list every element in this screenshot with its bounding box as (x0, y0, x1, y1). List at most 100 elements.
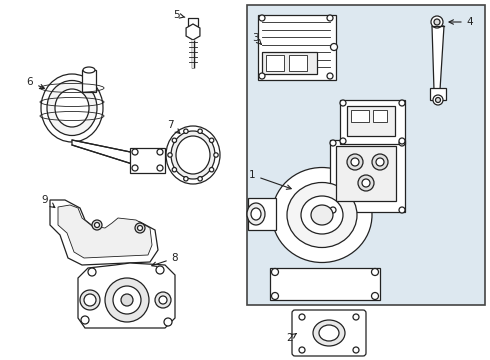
Ellipse shape (166, 126, 220, 184)
Circle shape (259, 73, 265, 79)
Circle shape (433, 95, 443, 105)
Circle shape (399, 207, 405, 213)
Circle shape (371, 292, 378, 300)
Text: 8: 8 (152, 253, 178, 266)
Circle shape (184, 129, 188, 134)
Circle shape (164, 318, 172, 326)
Circle shape (299, 347, 305, 353)
Circle shape (84, 294, 96, 306)
Polygon shape (58, 205, 152, 258)
Circle shape (327, 15, 333, 21)
FancyBboxPatch shape (292, 310, 366, 356)
Text: 1: 1 (249, 170, 291, 189)
Ellipse shape (301, 196, 343, 234)
Bar (373, 110, 387, 122)
Bar (188, 18, 198, 26)
Circle shape (184, 176, 188, 181)
Circle shape (271, 292, 278, 300)
Polygon shape (50, 200, 158, 265)
Bar (347, 106, 395, 136)
Circle shape (431, 16, 443, 28)
Circle shape (214, 153, 218, 157)
Circle shape (340, 100, 346, 106)
Bar (289, 55, 307, 71)
Bar (130, 148, 165, 173)
Bar (266, 55, 284, 71)
Circle shape (351, 158, 359, 166)
Circle shape (399, 140, 405, 146)
Circle shape (347, 154, 363, 170)
Text: 5: 5 (172, 10, 185, 20)
Circle shape (168, 153, 172, 157)
Bar (351, 110, 369, 122)
Circle shape (362, 179, 370, 187)
Ellipse shape (247, 203, 265, 225)
Circle shape (92, 220, 102, 230)
Circle shape (353, 314, 359, 320)
Circle shape (436, 98, 441, 103)
Circle shape (340, 138, 346, 144)
Circle shape (372, 154, 388, 170)
Circle shape (121, 294, 133, 306)
Circle shape (95, 222, 99, 228)
Circle shape (159, 296, 167, 304)
Circle shape (259, 15, 265, 21)
Bar (330, 140, 405, 212)
Ellipse shape (171, 131, 215, 179)
Ellipse shape (313, 320, 345, 346)
Text: 7: 7 (167, 120, 180, 134)
Circle shape (330, 140, 336, 146)
Ellipse shape (319, 325, 339, 341)
Circle shape (327, 73, 333, 79)
Circle shape (80, 290, 100, 310)
Text: 2: 2 (287, 333, 296, 343)
Ellipse shape (41, 74, 103, 142)
Text: 3: 3 (252, 33, 261, 44)
Circle shape (132, 165, 138, 171)
Ellipse shape (287, 183, 357, 248)
Circle shape (330, 207, 336, 213)
Ellipse shape (47, 81, 97, 135)
Circle shape (132, 149, 138, 155)
Polygon shape (186, 24, 200, 40)
Bar (430, 88, 446, 100)
Bar (82, 70, 96, 92)
Circle shape (157, 165, 163, 171)
Circle shape (376, 158, 384, 166)
Circle shape (399, 138, 405, 144)
Ellipse shape (272, 167, 372, 262)
Circle shape (434, 19, 440, 25)
Bar (262, 52, 317, 74)
Text: 6: 6 (26, 77, 44, 89)
Circle shape (399, 100, 405, 106)
Bar (340, 100, 405, 144)
Circle shape (353, 347, 359, 353)
Bar (247, 5, 485, 305)
Polygon shape (72, 140, 145, 168)
Polygon shape (432, 26, 444, 90)
Circle shape (271, 269, 278, 275)
Ellipse shape (176, 136, 210, 174)
Circle shape (155, 292, 171, 308)
Ellipse shape (251, 208, 261, 220)
Bar (258, 15, 336, 80)
Circle shape (113, 286, 141, 314)
Circle shape (156, 266, 164, 274)
Circle shape (172, 138, 176, 143)
Circle shape (81, 316, 89, 324)
Ellipse shape (55, 89, 89, 127)
Circle shape (371, 269, 378, 275)
Ellipse shape (311, 205, 333, 225)
Circle shape (198, 176, 202, 181)
Circle shape (105, 278, 149, 322)
Circle shape (135, 223, 145, 233)
Text: 4: 4 (449, 17, 473, 27)
Ellipse shape (83, 67, 95, 73)
Circle shape (88, 268, 96, 276)
Polygon shape (78, 263, 175, 328)
Bar (336, 146, 396, 201)
Text: 9: 9 (42, 195, 55, 208)
Bar (270, 268, 380, 300)
Circle shape (198, 129, 202, 134)
Circle shape (172, 167, 176, 172)
